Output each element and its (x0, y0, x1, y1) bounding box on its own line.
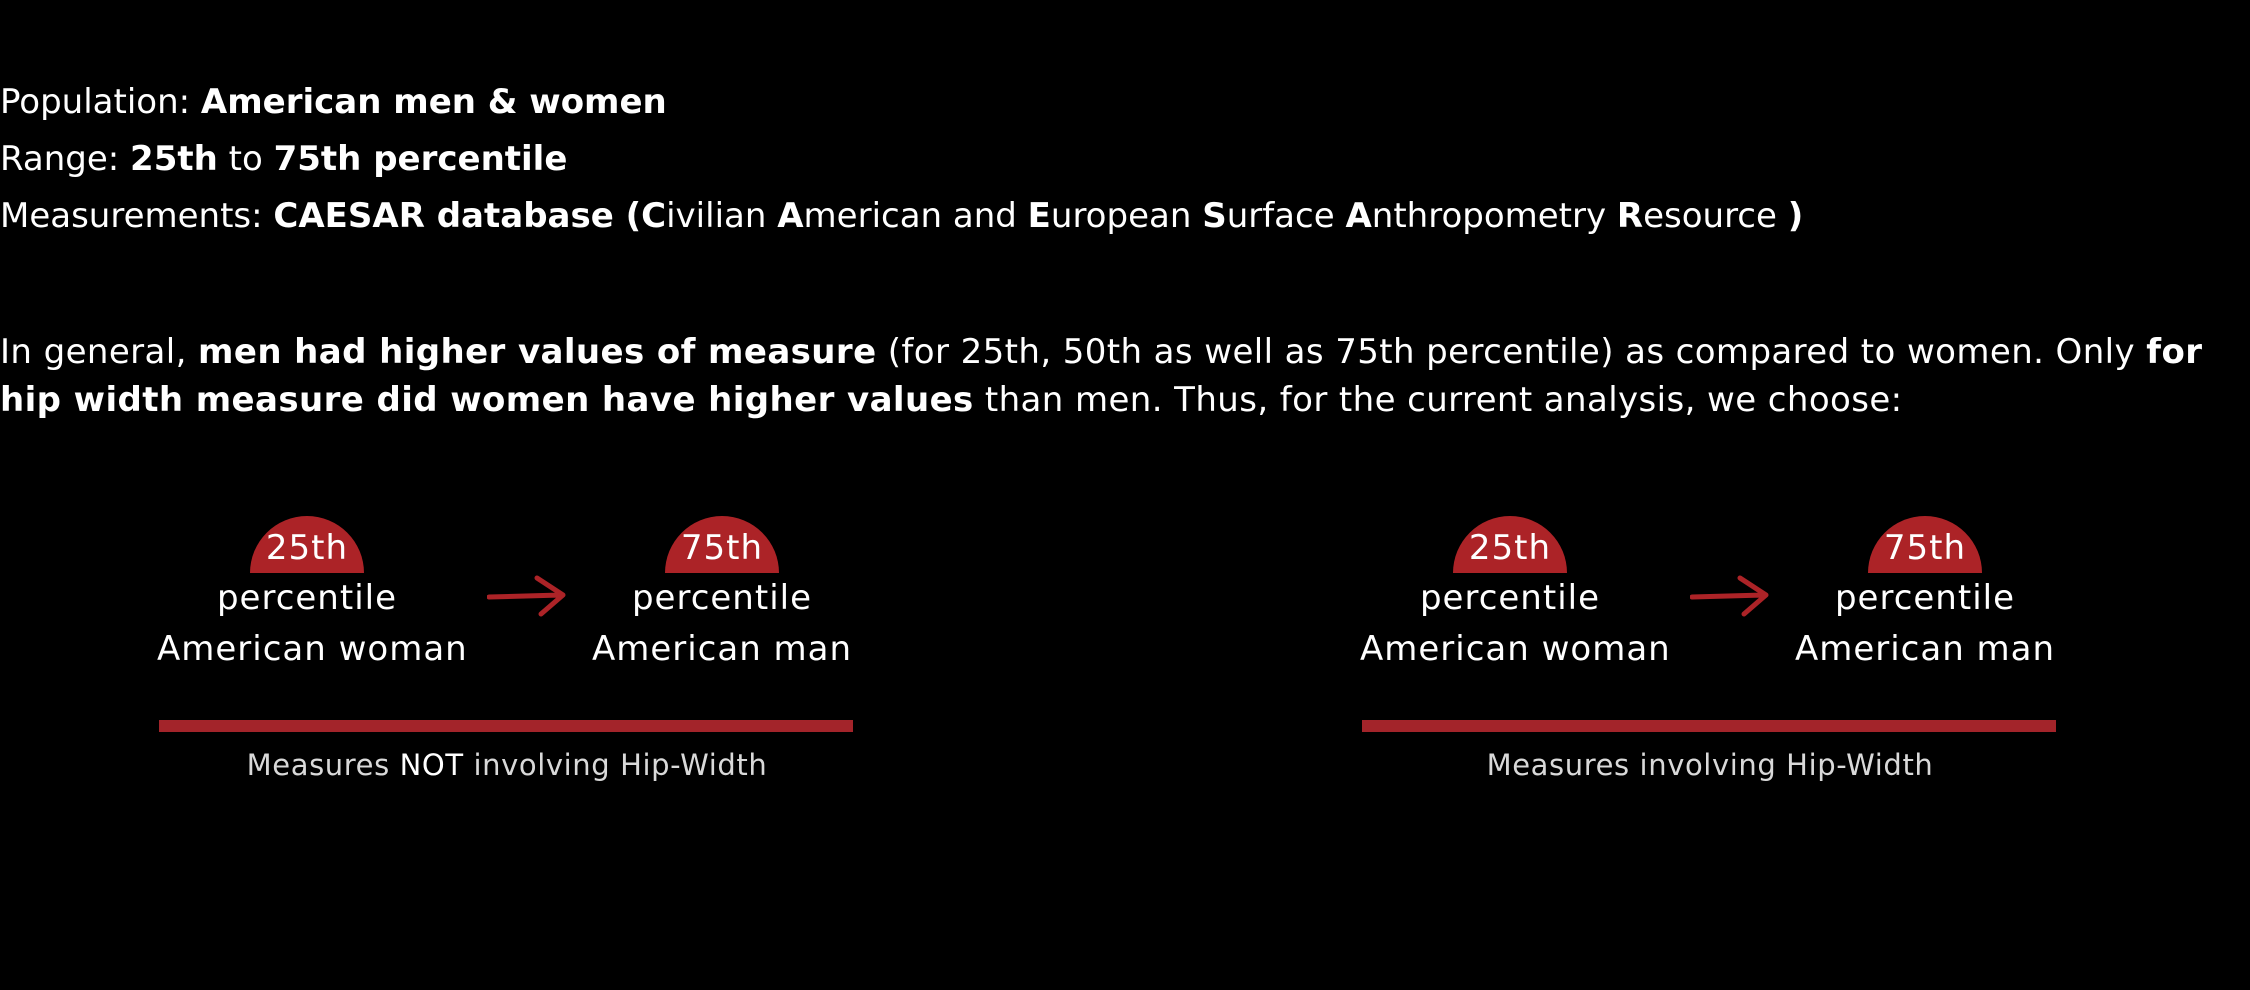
acronym-letter: E (1027, 196, 1051, 236)
population-label: Population: (0, 82, 191, 122)
caption-emphasis: NOT (399, 748, 464, 782)
subject-label: American man (591, 629, 853, 669)
woman-25th-item: 25th percentile American woman (157, 516, 468, 675)
acronym-letter: A (777, 196, 804, 236)
acronym-word: ivilian (666, 196, 778, 236)
percentile-badge: 25th (250, 516, 364, 573)
acronym-letter: R (1616, 196, 1644, 236)
percentile-word: percentile (1419, 578, 1601, 618)
percentile-word: percentile (631, 578, 813, 618)
summary-text: (for 25th, 50th as well as 75th percenti… (876, 332, 2147, 372)
group-caption: Measures involving Hip-Width (1360, 748, 2060, 782)
divider-bar (1362, 720, 2056, 732)
measurements-label: Measurements: (0, 196, 263, 236)
woman-25th-item: 25th percentile American woman (1360, 516, 1671, 675)
acronym-letter: C (641, 196, 667, 236)
subject-label: American woman (157, 629, 468, 669)
summary-bold: for hip width measure did women have hig… (0, 332, 2203, 420)
measurements-line: Measurements: CAESAR database (Civilian … (0, 188, 1803, 245)
caption-text: Measures involving Hip-Width (1486, 748, 1934, 782)
acronym-word: uropean (1050, 196, 1203, 236)
percentile-badge: 75th (665, 516, 779, 573)
summary-text: In general, (0, 332, 199, 372)
info-block: Population: American men & women Range: … (0, 74, 1803, 245)
acronym-word: esource (1643, 196, 1788, 236)
acronym-letter: A (1345, 196, 1372, 236)
caption-text: involving Hip-Width (463, 748, 768, 782)
arrow-right-icon (1690, 575, 1769, 617)
database-close: ) (1787, 196, 1804, 236)
subject-label: American woman (1360, 629, 1671, 669)
divider-bar (159, 720, 853, 732)
summary-bold: men had higher values of measure (198, 332, 877, 372)
acronym-letter: S (1202, 196, 1227, 236)
population-line: Population: American men & women (0, 74, 1803, 131)
group-caption: Measures NOT involving Hip-Width (157, 748, 857, 782)
database-name: CAESAR database ( (273, 196, 642, 236)
summary-paragraph: In general, men had higher values of mea… (0, 328, 2220, 424)
population-value: American men & women (200, 82, 667, 122)
summary-text: than men. Thus, for the current analysis… (973, 380, 1903, 420)
acronym-word: nthropometry (1371, 196, 1617, 236)
group-hip-width: 25th percentile American woman 75th perc… (1360, 516, 2060, 796)
acronym-word: merican and (803, 196, 1028, 236)
caption-text: Measures (246, 748, 400, 782)
range-line: Range: 25th to 75th percentile (0, 131, 1803, 188)
acronym-word: urface (1226, 196, 1346, 236)
percentile-word: percentile (1834, 578, 2016, 618)
man-75th-item: 75th percentile American man (1790, 516, 2060, 675)
range-to: 75th percentile (273, 139, 568, 179)
man-75th-item: 75th percentile American man (587, 516, 857, 675)
subject-label: American man (1794, 629, 2056, 669)
percentile-badge: 25th (1453, 516, 1567, 573)
percentile-word: percentile (216, 578, 398, 618)
range-from: 25th (130, 139, 218, 179)
arrow-right-icon (487, 575, 566, 617)
range-to-word: to (228, 139, 263, 179)
group-not-hip-width: 25th percentile American woman 75th perc… (157, 516, 857, 796)
percentile-badge: 75th (1868, 516, 1982, 573)
range-label: Range: (0, 139, 120, 179)
